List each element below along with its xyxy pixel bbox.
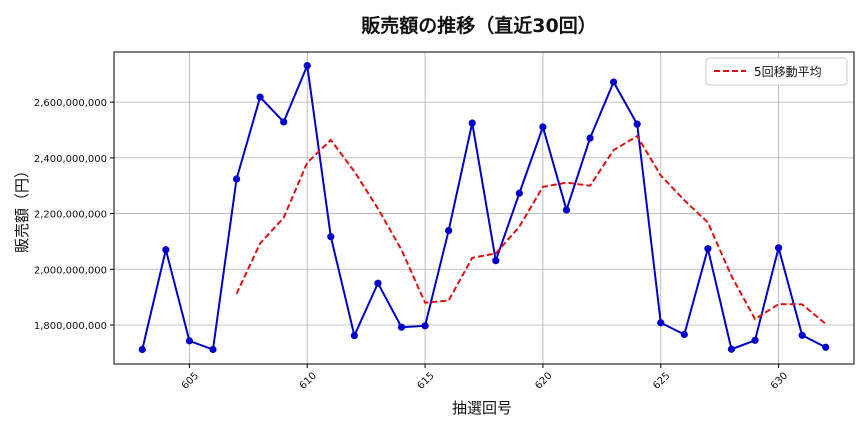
sales-data-point [209,345,217,354]
sales-data-point [704,245,712,253]
sales-data-point [633,120,641,128]
legend: 5回移動平均 [705,57,848,86]
sales-data-point [680,330,688,339]
sales-data-point [421,322,429,330]
sales-data-point [468,119,476,127]
legend-box [705,57,848,86]
sales-data-point [350,331,358,340]
sales-data-point [515,189,523,197]
sales-data-point [138,345,146,354]
series-layer [138,61,830,354]
sales-data-point [280,118,288,126]
sales-data-point [256,93,264,101]
sales-data-point [727,345,736,353]
x-axis-label: 抽選回号 [452,399,512,417]
sales-data-point [374,279,382,287]
legend-label-moving-average: 5回移動平均 [754,65,822,79]
sales-data-point [303,62,311,70]
sales-data-point [610,78,618,86]
sales-data-point [492,257,500,265]
sales-data-point [822,343,830,351]
sales-data-point [185,337,194,345]
sales-data-point [539,123,547,131]
sales-data-point [586,134,594,142]
sales-data-point [798,331,806,339]
sales-data-point [232,175,241,183]
y-axis-label: 販売額（円） [13,163,31,253]
y-tick-label: 2,000,000,000 [34,265,107,276]
chart-title: 販売額の推移（直近30回） [361,14,596,37]
sales-data-point [327,233,335,241]
grid-lines [114,52,854,364]
sales-data-point [397,323,406,331]
sales-data-point [445,226,453,235]
sales-data-point [751,336,759,344]
y-tick-label: 1,800,000,000 [34,321,107,332]
sales-data-point [562,206,571,214]
y-tick-label: 2,600,000,000 [34,98,107,109]
y-tick-label: 2,400,000,000 [34,154,107,165]
sales-data-point [657,319,665,327]
sales-data-point [774,244,783,252]
y-tick-label: 2,200,000,000 [34,210,107,221]
sales-data-point [162,246,170,254]
sales-series-line [141,61,827,351]
plot-frame [113,51,855,365]
moving-average-series-line [235,134,827,325]
